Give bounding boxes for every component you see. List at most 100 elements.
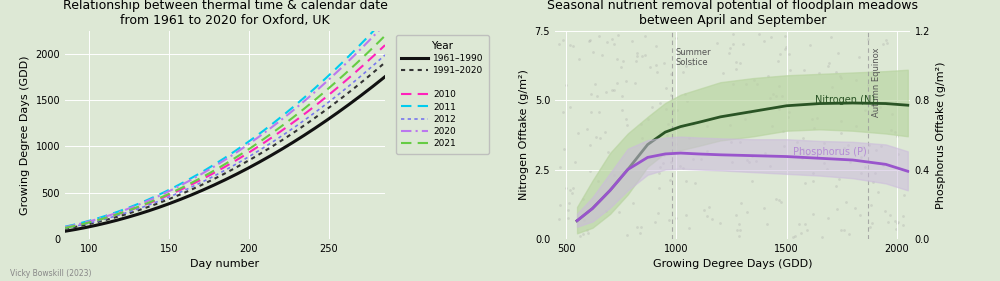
Point xyxy=(737,117,753,121)
Point xyxy=(619,233,635,237)
Point xyxy=(744,154,760,158)
Point xyxy=(552,165,568,169)
Point xyxy=(763,34,779,39)
Point xyxy=(895,222,911,227)
Point xyxy=(884,112,900,117)
Point xyxy=(781,110,797,115)
Point xyxy=(828,70,844,74)
Point xyxy=(853,170,869,175)
Point xyxy=(561,201,577,206)
Point xyxy=(668,216,684,220)
Point xyxy=(562,42,578,47)
Text: Phosphorus (P): Phosphorus (P) xyxy=(793,146,867,157)
Point xyxy=(762,164,778,168)
Point xyxy=(875,42,891,46)
Point xyxy=(771,107,787,112)
Point xyxy=(627,80,643,85)
Point xyxy=(606,88,622,92)
Point xyxy=(838,199,854,204)
Point xyxy=(833,119,849,123)
Point xyxy=(877,209,893,214)
Point xyxy=(628,59,644,64)
Point xyxy=(637,34,653,39)
Point xyxy=(879,101,895,106)
Point xyxy=(879,41,895,45)
Point xyxy=(731,234,747,238)
Point xyxy=(752,107,768,111)
Point xyxy=(556,146,572,151)
Point xyxy=(663,93,679,97)
Point xyxy=(738,82,754,87)
Point xyxy=(799,227,815,232)
Point xyxy=(883,128,899,132)
Point xyxy=(729,111,745,115)
Point xyxy=(833,228,849,233)
Point xyxy=(820,216,836,220)
Point xyxy=(857,108,873,112)
Point xyxy=(724,160,740,164)
Title: Relationship between thermal time & calendar date
from 1961 to 2020 for Oxford, : Relationship between thermal time & cale… xyxy=(63,0,387,27)
Point xyxy=(865,180,881,184)
Point xyxy=(651,185,667,190)
Point xyxy=(832,74,848,79)
Point xyxy=(804,117,820,121)
Point xyxy=(663,119,679,123)
Point xyxy=(870,190,886,194)
Point xyxy=(681,226,697,230)
Point xyxy=(672,164,688,169)
Point xyxy=(562,105,578,110)
Point xyxy=(864,70,880,74)
Point xyxy=(565,186,581,190)
Point xyxy=(555,110,571,114)
Point xyxy=(841,231,857,236)
Point xyxy=(668,35,684,40)
Point xyxy=(890,151,906,156)
Point xyxy=(614,94,630,98)
Point xyxy=(575,232,591,236)
Point xyxy=(649,70,665,74)
Point xyxy=(835,96,851,101)
Point xyxy=(756,205,772,210)
Point xyxy=(572,234,588,238)
Point xyxy=(661,218,677,222)
Point xyxy=(863,203,879,208)
Point xyxy=(795,147,811,151)
Point xyxy=(872,105,888,109)
Point xyxy=(759,222,775,226)
Point xyxy=(665,108,681,112)
Point xyxy=(796,68,812,72)
Point xyxy=(749,82,765,86)
Point xyxy=(732,139,748,144)
Point xyxy=(604,88,620,92)
Point xyxy=(805,171,821,176)
Point xyxy=(833,76,849,80)
Point xyxy=(709,41,725,45)
Point xyxy=(768,94,784,98)
Point xyxy=(735,42,751,46)
Point xyxy=(597,129,613,134)
Point xyxy=(868,148,884,152)
Point xyxy=(814,234,830,239)
Point xyxy=(732,227,748,232)
Point xyxy=(791,221,807,226)
Point xyxy=(619,123,635,127)
Point xyxy=(867,171,883,175)
Point xyxy=(728,60,744,64)
Point xyxy=(765,92,781,97)
Point xyxy=(860,37,876,41)
Point xyxy=(684,62,700,66)
Point xyxy=(652,101,668,106)
Point xyxy=(748,158,764,163)
Point xyxy=(820,63,836,68)
Point xyxy=(640,155,656,159)
Point xyxy=(656,153,672,157)
Point xyxy=(802,43,818,47)
Point xyxy=(805,179,821,183)
Point xyxy=(658,86,674,90)
Point xyxy=(613,65,629,70)
Point xyxy=(598,90,614,94)
Point xyxy=(759,106,775,110)
Point xyxy=(887,130,903,134)
Point xyxy=(848,78,864,83)
Point xyxy=(685,123,701,128)
